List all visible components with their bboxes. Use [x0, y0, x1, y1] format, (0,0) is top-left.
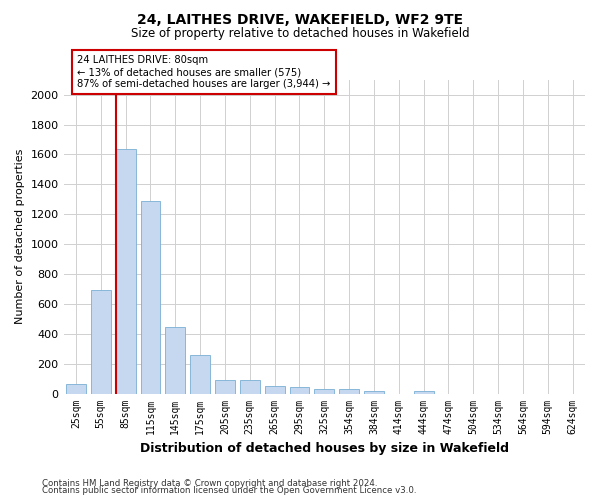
- Bar: [240, 380, 260, 394]
- Text: Contains public sector information licensed under the Open Government Licence v3: Contains public sector information licen…: [42, 486, 416, 495]
- Bar: [413, 391, 434, 394]
- Text: 24, LAITHES DRIVE, WAKEFIELD, WF2 9TE: 24, LAITHES DRIVE, WAKEFIELD, WF2 9TE: [137, 12, 463, 26]
- Text: Contains HM Land Registry data © Crown copyright and database right 2024.: Contains HM Land Registry data © Crown c…: [42, 478, 377, 488]
- Bar: [215, 380, 235, 394]
- Bar: [166, 327, 185, 394]
- Bar: [265, 386, 284, 394]
- Bar: [339, 390, 359, 394]
- Bar: [116, 149, 136, 394]
- Bar: [190, 356, 210, 394]
- Bar: [140, 201, 160, 394]
- Bar: [66, 384, 86, 394]
- Bar: [290, 387, 310, 394]
- Y-axis label: Number of detached properties: Number of detached properties: [15, 149, 25, 324]
- X-axis label: Distribution of detached houses by size in Wakefield: Distribution of detached houses by size …: [140, 442, 509, 455]
- Bar: [364, 391, 384, 394]
- Text: Size of property relative to detached houses in Wakefield: Size of property relative to detached ho…: [131, 28, 469, 40]
- Text: 24 LAITHES DRIVE: 80sqm
← 13% of detached houses are smaller (575)
87% of semi-d: 24 LAITHES DRIVE: 80sqm ← 13% of detache…: [77, 56, 331, 88]
- Bar: [314, 389, 334, 394]
- Bar: [91, 290, 111, 394]
